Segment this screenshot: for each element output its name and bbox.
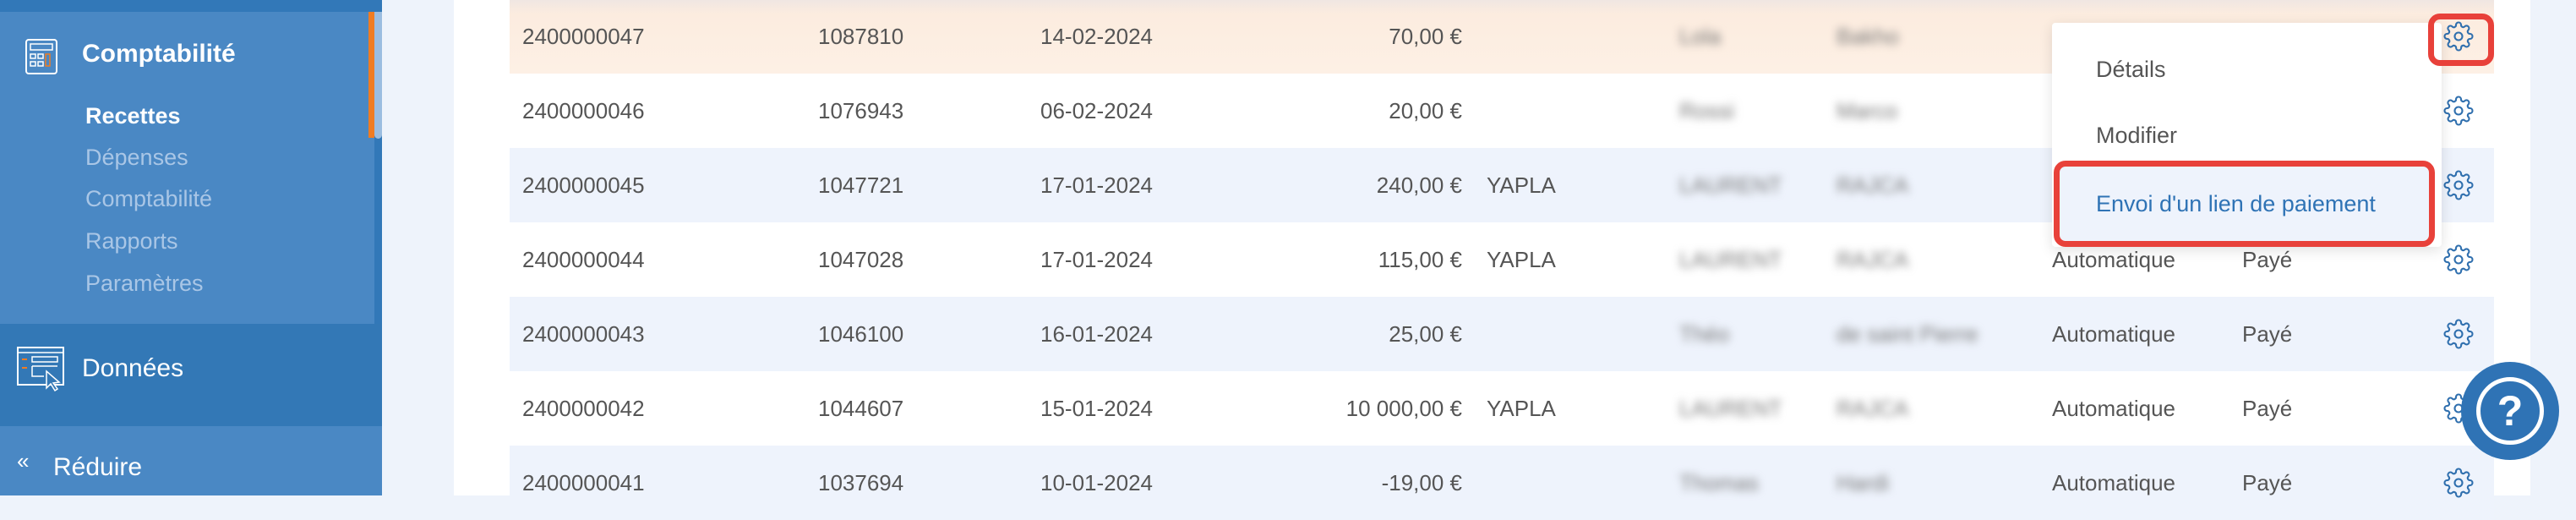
table-row[interactable]: 2400000044 1047028 17-01-2024 115,00 € YAPLA… [510, 222, 2494, 297]
cell-number: 1037694 [818, 470, 904, 495]
cell-number: 1076943 [818, 98, 904, 123]
highlight-box-payment-link [2054, 161, 2435, 247]
cell-amount: 70,00 € [1389, 24, 1462, 49]
cell-date: 15-01-2024 [1040, 396, 1153, 421]
cell-date: 16-01-2024 [1040, 321, 1153, 347]
cell-id: 2400000041 [522, 470, 645, 495]
cell-last-name: RAJCA [1836, 172, 1909, 198]
cell-date: 17-01-2024 [1040, 247, 1153, 272]
data-window-icon [17, 347, 64, 392]
cell-amount: -19,00 € [1381, 470, 1462, 495]
sidebar-item-depenses[interactable]: Dépenses [85, 145, 188, 170]
highlight-box-gear [2428, 14, 2494, 66]
cell-date: 17-01-2024 [1040, 172, 1153, 198]
gear-icon[interactable] [2443, 468, 2474, 498]
sidebar-item-parametres[interactable]: Paramètres [85, 271, 204, 296]
cell-date: 10-01-2024 [1040, 470, 1153, 495]
sidebar-section-comptabilite [0, 12, 374, 324]
sidebar-item-donnees-label: Données [82, 354, 184, 382]
cell-number: 1047028 [818, 247, 904, 272]
cell-id: 2400000047 [522, 24, 645, 49]
cell-id: 2400000044 [522, 247, 645, 272]
cell-amount: 20,00 € [1389, 98, 1462, 123]
cell-date: 06-02-2024 [1040, 98, 1153, 123]
cell-first-name: Lola [1679, 24, 1722, 49]
cell-mode: Automatique [2052, 470, 2175, 495]
cell-amount: 240,00 € [1376, 172, 1462, 198]
double-chevron-left-icon: « [17, 448, 30, 473]
row-actions-menu: Détails Modifier Envoi d'un lien de paie… [2052, 23, 2442, 247]
cell-last-name: RAJCA [1836, 396, 1909, 421]
cell-first-name: Thomas [1679, 470, 1759, 495]
sidebar-item-recettes[interactable]: Recettes [85, 103, 181, 129]
sidebar: Comptabilité Recettes Dépenses Comptabil… [0, 0, 382, 495]
sidebar-item-comptabilite[interactable]: Comptabilité [82, 40, 236, 68]
table-row[interactable]: 2400000042 1044607 15-01-2024 10 000,00 € YA… [510, 371, 2494, 446]
cell-id: 2400000043 [522, 321, 645, 347]
active-indicator [368, 12, 374, 138]
cell-amount: 25,00 € [1389, 321, 1462, 347]
calculator-icon [25, 39, 57, 74]
gear-icon[interactable] [2443, 319, 2474, 349]
cell-first-name: Rossi [1679, 98, 1735, 123]
menu-item-hover-bg [2059, 165, 2431, 241]
cell-mode: Automatique [2052, 247, 2175, 272]
cell-status: Payé [2242, 396, 2293, 421]
sidebar-scrollbar[interactable] [374, 12, 382, 139]
cell-mode: Automatique [2052, 396, 2175, 421]
cell-id: 2400000046 [522, 98, 645, 123]
cell-method: YAPLA [1487, 172, 1556, 198]
gear-icon[interactable] [2443, 170, 2474, 200]
table-row[interactable]: 2400000041 1037694 10-01-2024 -19,00 € Thoma… [510, 446, 2494, 520]
cell-last-name: Marco [1836, 98, 1898, 123]
table-row[interactable]: 2400000043 1046100 16-01-2024 25,00 € Théo de… [510, 297, 2494, 371]
cell-status: Payé [2242, 470, 2293, 495]
gear-icon[interactable] [2443, 96, 2474, 126]
collapse-label: Réduire [53, 453, 143, 481]
menu-item-send-payment-link[interactable]: Envoi d'un lien de paiement [2096, 191, 2376, 216]
gear-icon[interactable] [2443, 244, 2474, 275]
cell-number: 1087810 [818, 24, 904, 49]
sidebar-item-rapports[interactable]: Rapports [85, 228, 178, 254]
table-row[interactable]: 2400000046 1076943 06-02-2024 20,00 € Rossi M… [510, 74, 2494, 148]
cell-id: 2400000042 [522, 396, 645, 421]
cell-first-name: Théo [1679, 321, 1730, 347]
help-button[interactable]: ? [2461, 362, 2559, 460]
cell-amount: 10 000,00 € [1345, 396, 1462, 421]
cell-first-name: LAURENT [1679, 396, 1782, 421]
cell-last-name: de saint Pierre [1836, 321, 1978, 347]
cell-last-name: RAJCA [1836, 247, 1909, 272]
cell-last-name: Bakho [1836, 24, 1899, 49]
collapse-button[interactable]: « Réduire [0, 426, 382, 495]
sidebar-item-donnees[interactable]: Données [0, 324, 382, 426]
cell-number: 1044607 [818, 396, 904, 421]
cell-status: Payé [2242, 247, 2293, 272]
sidebar-item-comptabilite-sub[interactable]: Comptabilité [85, 186, 213, 211]
cell-method: YAPLA [1487, 247, 1556, 272]
cell-first-name: LAURENT [1679, 247, 1782, 272]
cell-amount: 115,00 € [1378, 247, 1462, 272]
menu-item-modifier[interactable]: Modifier [2096, 123, 2178, 148]
cell-status: Payé [2242, 321, 2293, 347]
gear-icon[interactable] [2443, 21, 2474, 52]
cell-number: 1046100 [818, 321, 904, 347]
cell-mode: Automatique [2052, 321, 2175, 347]
menu-item-details[interactable]: Détails [2096, 57, 2166, 82]
question-icon: ? [2476, 377, 2544, 445]
cell-number: 1047721 [818, 172, 904, 198]
cell-last-name: Hardi [1836, 470, 1890, 495]
cell-date: 14-02-2024 [1040, 24, 1153, 49]
cell-id: 2400000045 [522, 172, 645, 198]
cell-first-name: LAURENT [1679, 172, 1782, 198]
cell-method: YAPLA [1487, 396, 1556, 421]
